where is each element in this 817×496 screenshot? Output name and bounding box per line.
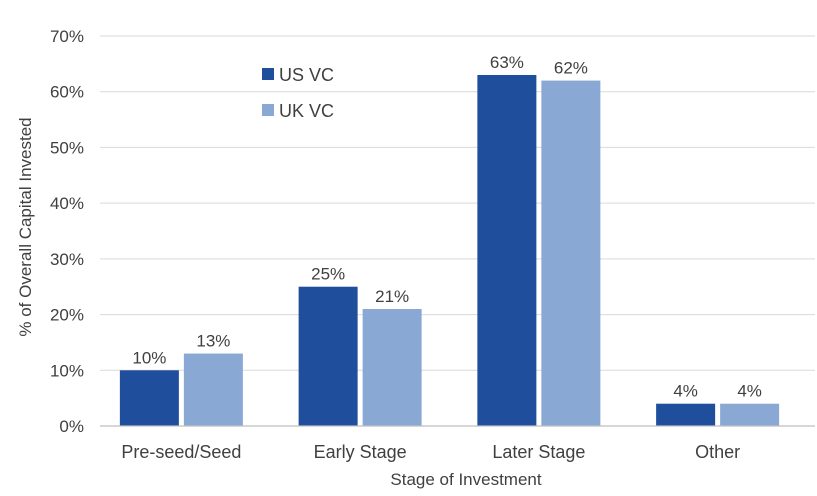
bar-uk-vc	[362, 309, 422, 426]
y-tick-label: 70%	[50, 27, 84, 46]
bar-us-vc	[656, 403, 716, 426]
bar-uk-vc	[183, 353, 243, 426]
data-label-uk-vc: 4%	[737, 382, 762, 401]
y-tick-label: 40%	[50, 194, 84, 213]
legend-label-uk-vc: UK VC	[279, 101, 334, 121]
x-axis-title: Stage of Investment	[390, 470, 541, 489]
y-tick-label: 20%	[50, 306, 84, 325]
x-category-label: Early Stage	[314, 442, 407, 462]
bar-uk-vc	[541, 80, 601, 427]
legend-swatch-us-vc	[262, 68, 274, 80]
data-label-uk-vc: 13%	[196, 332, 230, 351]
y-axis-tick-labels: 0% 10% 20% 30% 40% 50% 60% 70%	[50, 27, 84, 436]
y-tick-label: 0%	[59, 417, 84, 436]
data-label-us-vc: 63%	[490, 53, 524, 72]
legend-label-us-vc: US VC	[279, 65, 334, 85]
data-labels: 10% 13% 25% 21% 63% 62% 4% 4%	[132, 53, 762, 401]
bar-us-vc	[477, 75, 537, 426]
data-label-us-vc: 10%	[132, 348, 166, 367]
gridlines	[100, 35, 815, 371]
y-tick-label: 60%	[50, 83, 84, 102]
y-tick-label: 30%	[50, 250, 84, 269]
legend-swatch-uk-vc	[262, 104, 274, 116]
x-category-label: Later Stage	[492, 442, 585, 462]
data-label-uk-vc: 62%	[554, 59, 588, 78]
legend: US VC UK VC	[262, 65, 334, 121]
data-label-us-vc: 4%	[673, 382, 698, 401]
bar-us-vc	[119, 370, 179, 426]
bar-us-vc	[298, 286, 358, 426]
bar-uk-vc	[720, 403, 780, 426]
x-axis-category-labels: Pre-seed/Seed Early Stage Later Stage Other	[121, 442, 740, 462]
data-label-uk-vc: 21%	[375, 287, 409, 306]
x-category-label: Other	[695, 442, 740, 462]
data-label-us-vc: 25%	[311, 265, 345, 284]
x-category-label: Pre-seed/Seed	[121, 442, 241, 462]
bars	[119, 75, 780, 427]
y-tick-label: 10%	[50, 361, 84, 380]
y-axis-title: % of Overall Capital Invested	[16, 117, 35, 336]
y-tick-label: 50%	[50, 138, 84, 157]
